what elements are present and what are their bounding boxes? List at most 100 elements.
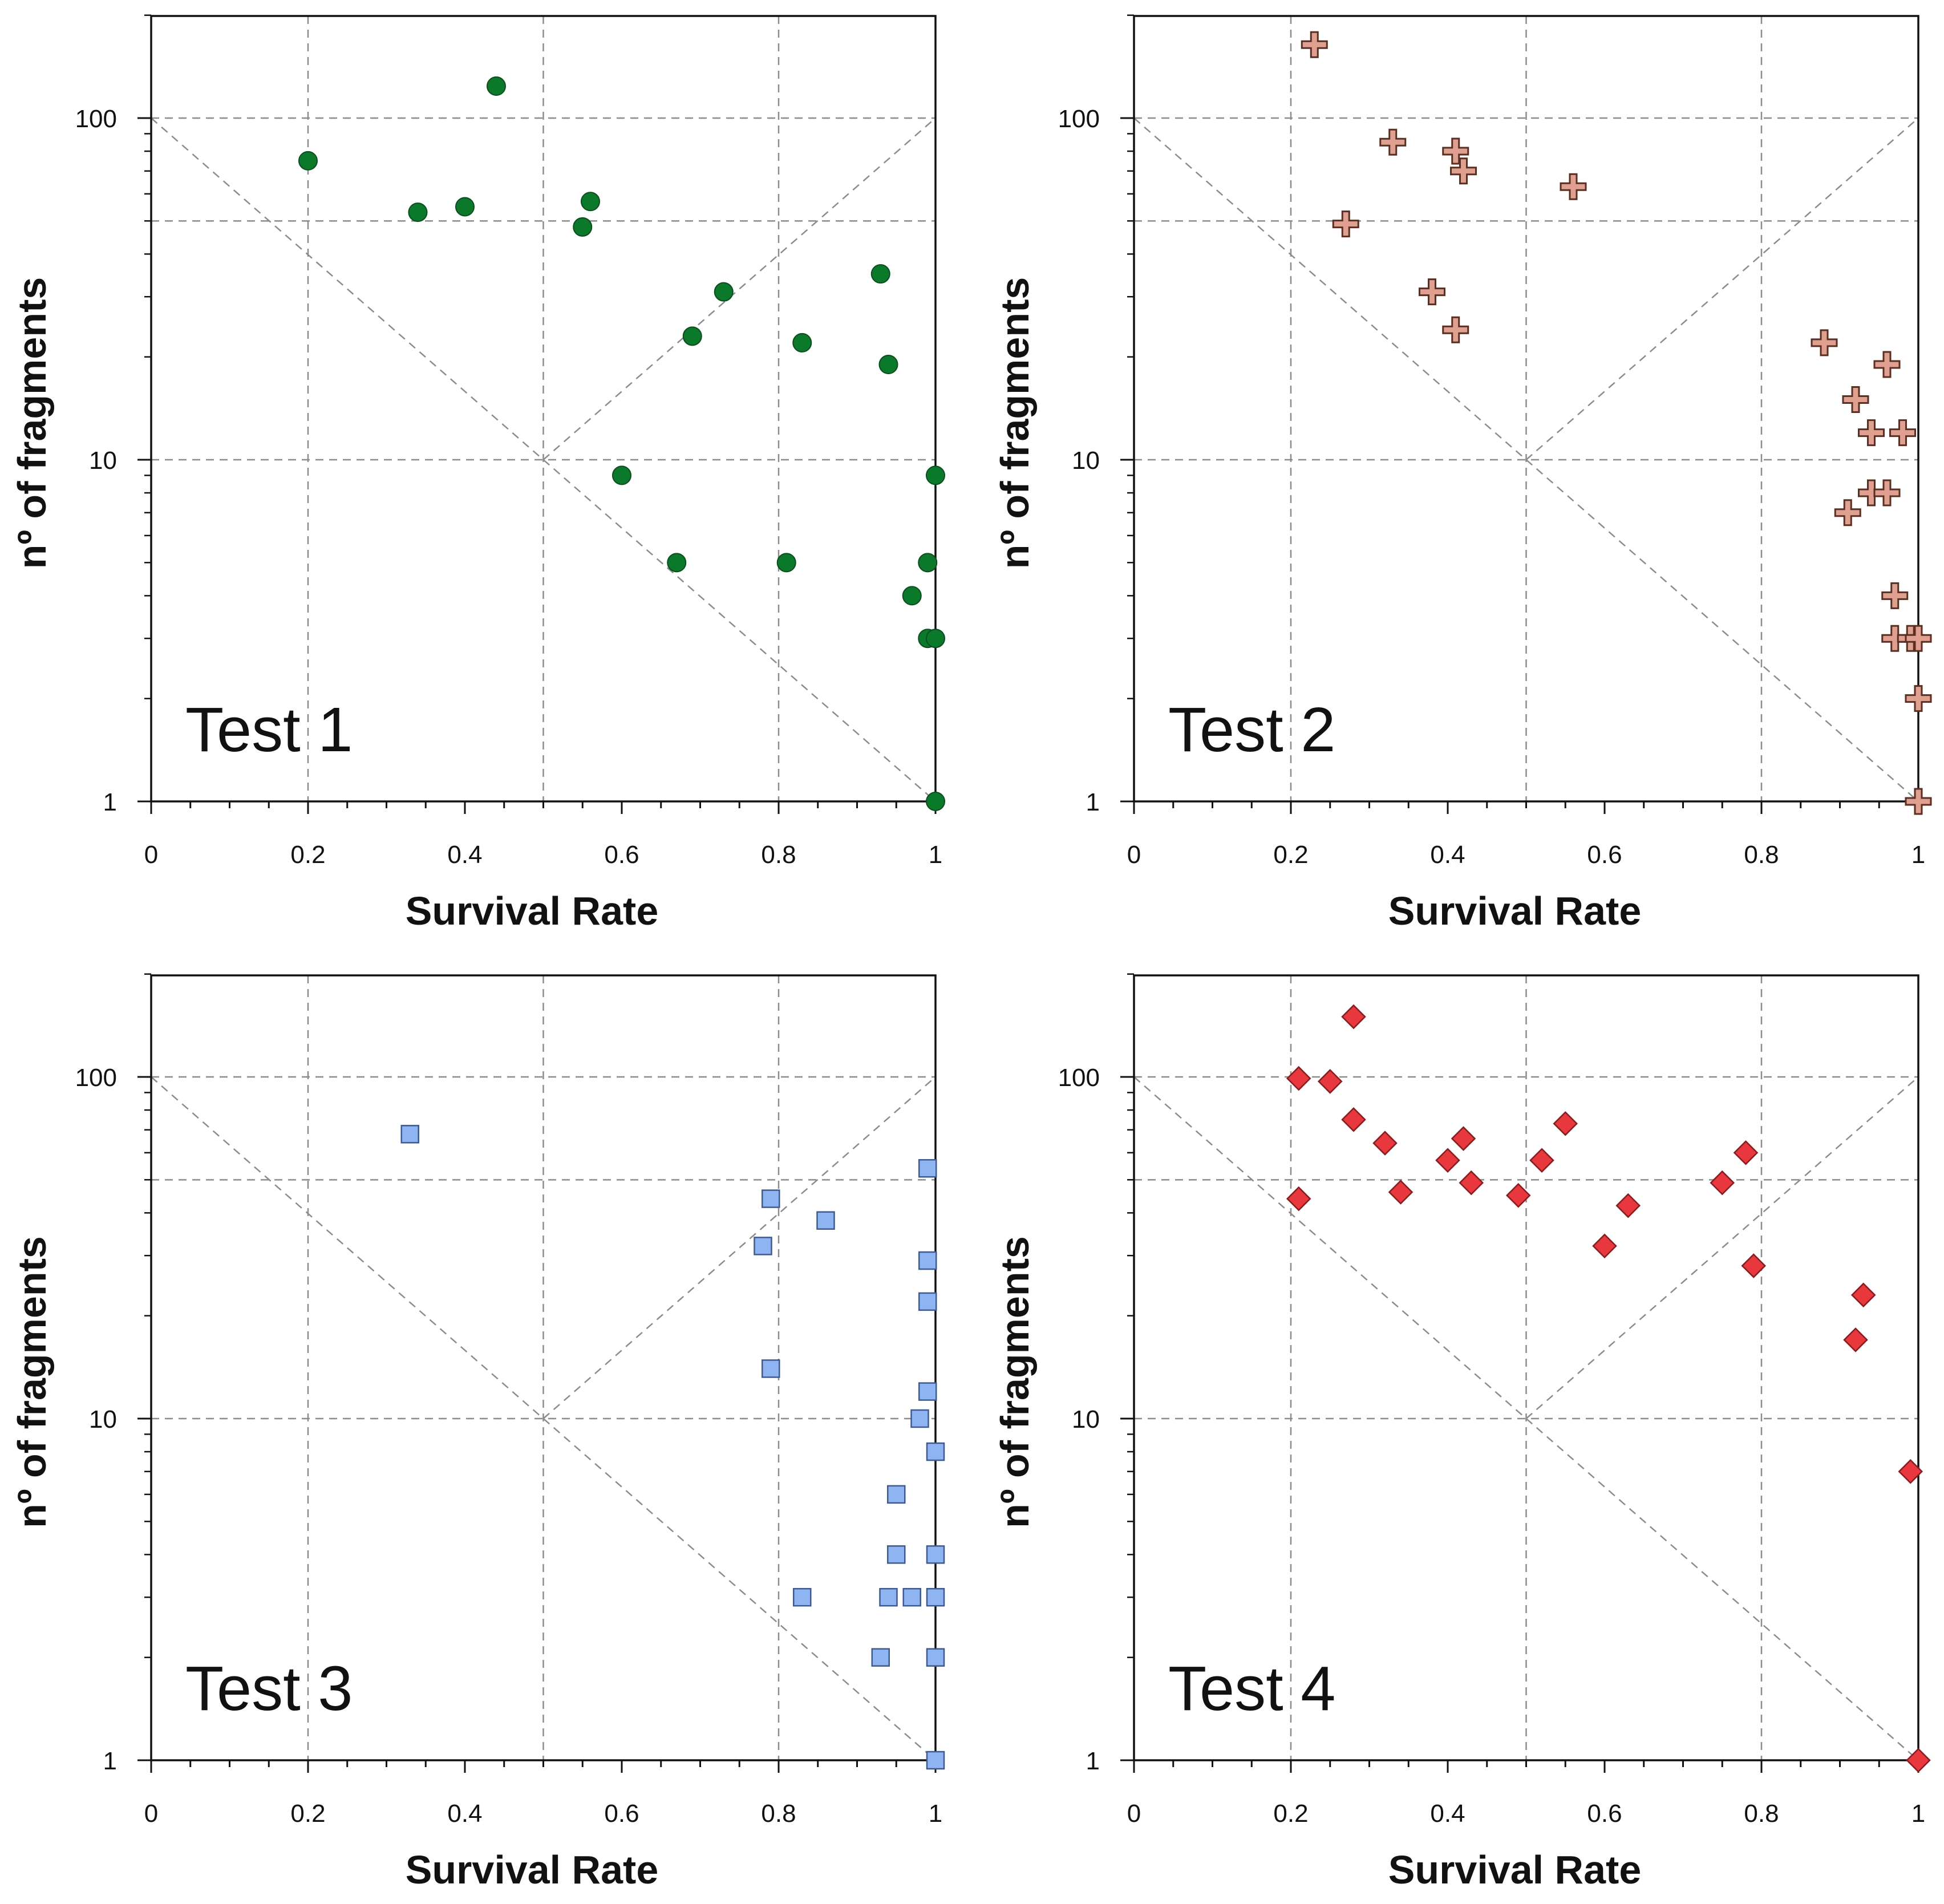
x-tick-label: 0.2 bbox=[290, 841, 325, 869]
data-point bbox=[878, 355, 898, 375]
data-point bbox=[926, 465, 945, 485]
data-point bbox=[612, 465, 631, 485]
data-point bbox=[1858, 419, 1885, 447]
plot-frame bbox=[150, 15, 937, 803]
panel-label: Test 2 bbox=[1168, 695, 1335, 765]
x-tick-label: 0.4 bbox=[447, 841, 482, 869]
data-point bbox=[1560, 173, 1587, 200]
data-point bbox=[298, 151, 318, 171]
data-point bbox=[1553, 1111, 1578, 1136]
data-point bbox=[776, 553, 796, 573]
panel-label: Test 3 bbox=[185, 1654, 353, 1724]
data-point bbox=[1873, 351, 1901, 378]
x-tick-label: 0 bbox=[144, 1800, 158, 1828]
data-point bbox=[926, 629, 945, 649]
data-point bbox=[1388, 1180, 1414, 1205]
data-point bbox=[1505, 1182, 1531, 1208]
data-point bbox=[879, 1587, 898, 1607]
x-tick-label: 0.6 bbox=[1587, 841, 1622, 869]
data-point bbox=[1850, 1282, 1876, 1308]
data-point bbox=[581, 192, 600, 212]
data-point bbox=[926, 1587, 945, 1607]
x-tick-label: 0.4 bbox=[1430, 1800, 1465, 1828]
y-axis-title: nº of fragments bbox=[10, 277, 54, 569]
x-tick-label: 0.8 bbox=[1744, 1800, 1779, 1828]
x-tick-label: 1 bbox=[929, 841, 942, 869]
data-point bbox=[871, 1648, 890, 1667]
data-point bbox=[918, 553, 938, 573]
data-point bbox=[1286, 1066, 1311, 1091]
x-tick-label: 0.2 bbox=[1273, 1800, 1308, 1828]
x-axis-title: Survival Rate bbox=[1388, 1848, 1642, 1892]
guide-diagonal bbox=[1133, 118, 1919, 802]
y-tick-label: 100 bbox=[1058, 1064, 1100, 1092]
data-point bbox=[1317, 1069, 1343, 1094]
data-point bbox=[1710, 1170, 1735, 1196]
data-point bbox=[887, 1545, 906, 1564]
data-point bbox=[1332, 210, 1359, 238]
data-point bbox=[1873, 479, 1901, 507]
data-point bbox=[1905, 788, 1932, 815]
data-point bbox=[455, 197, 475, 217]
data-point bbox=[1372, 1131, 1398, 1156]
x-tick-label: 0.8 bbox=[761, 1800, 796, 1828]
data-point bbox=[1451, 1126, 1476, 1151]
y-tick-label: 10 bbox=[89, 447, 117, 475]
data-point bbox=[1341, 1004, 1366, 1030]
data-point bbox=[1905, 685, 1932, 712]
y-tick-label: 100 bbox=[75, 1064, 117, 1092]
data-point bbox=[1459, 1170, 1484, 1196]
x-tick-label: 1 bbox=[1911, 841, 1925, 869]
x-tick-label: 0.4 bbox=[1430, 841, 1465, 869]
data-point bbox=[926, 1545, 945, 1564]
data-point bbox=[487, 76, 506, 96]
data-point bbox=[1811, 329, 1838, 357]
data-point bbox=[1419, 278, 1445, 306]
x-tick-label: 0.2 bbox=[1273, 841, 1308, 869]
data-point bbox=[887, 1485, 906, 1504]
x-tick-label: 0.4 bbox=[447, 1800, 482, 1828]
chart-panel-test-1: 0 0.2 0.4 0.6 0.8 1 1 10 100 Survival Rate nº of… bbox=[10, 14, 945, 933]
data-point bbox=[918, 1382, 937, 1401]
y-axis-title: nº of fragments bbox=[993, 277, 1037, 569]
data-point bbox=[902, 586, 922, 606]
data-point bbox=[918, 1251, 937, 1270]
data-point bbox=[714, 282, 734, 302]
data-point bbox=[762, 1189, 780, 1208]
guide-diagonal bbox=[542, 1076, 936, 1419]
y-tick-label: 100 bbox=[1058, 105, 1100, 133]
data-point bbox=[1905, 625, 1932, 652]
x-tick-label: 0.2 bbox=[290, 1800, 325, 1828]
data-point bbox=[1843, 1327, 1868, 1352]
x-tick-label: 0.6 bbox=[1587, 1800, 1622, 1828]
data-point bbox=[926, 1442, 945, 1461]
y-tick-label: 10 bbox=[1072, 1405, 1100, 1433]
data-point bbox=[1906, 1748, 1931, 1773]
data-point bbox=[400, 1125, 419, 1144]
y-tick-label: 1 bbox=[1086, 788, 1100, 816]
plot-frame bbox=[1133, 15, 1919, 803]
guide-diagonal bbox=[1525, 118, 1919, 460]
data-point bbox=[667, 553, 687, 573]
data-point bbox=[1450, 157, 1477, 185]
x-tick-label: 0 bbox=[1127, 841, 1141, 869]
data-point bbox=[754, 1237, 772, 1255]
x-tick-label: 0.6 bbox=[604, 841, 639, 869]
panel-label: Test 1 bbox=[185, 695, 353, 765]
data-point bbox=[1286, 1186, 1311, 1212]
data-point bbox=[1733, 1140, 1759, 1165]
data-point bbox=[1741, 1253, 1767, 1278]
chart-panel-test-4: 0 0.2 0.4 0.6 0.8 1 1 10 100 Survival Rate nº of… bbox=[993, 973, 1931, 1892]
data-point bbox=[573, 217, 593, 237]
data-point bbox=[870, 264, 890, 284]
data-point bbox=[793, 1587, 812, 1607]
data-point bbox=[926, 1648, 945, 1667]
data-point bbox=[1842, 386, 1869, 414]
guide-diagonal bbox=[1525, 1076, 1919, 1419]
data-point bbox=[1834, 499, 1861, 526]
guide-diagonal bbox=[542, 118, 936, 460]
plot-frame bbox=[1133, 974, 1919, 1761]
data-point bbox=[1379, 128, 1407, 156]
y-tick-label: 1 bbox=[103, 788, 117, 816]
data-point bbox=[792, 333, 812, 353]
